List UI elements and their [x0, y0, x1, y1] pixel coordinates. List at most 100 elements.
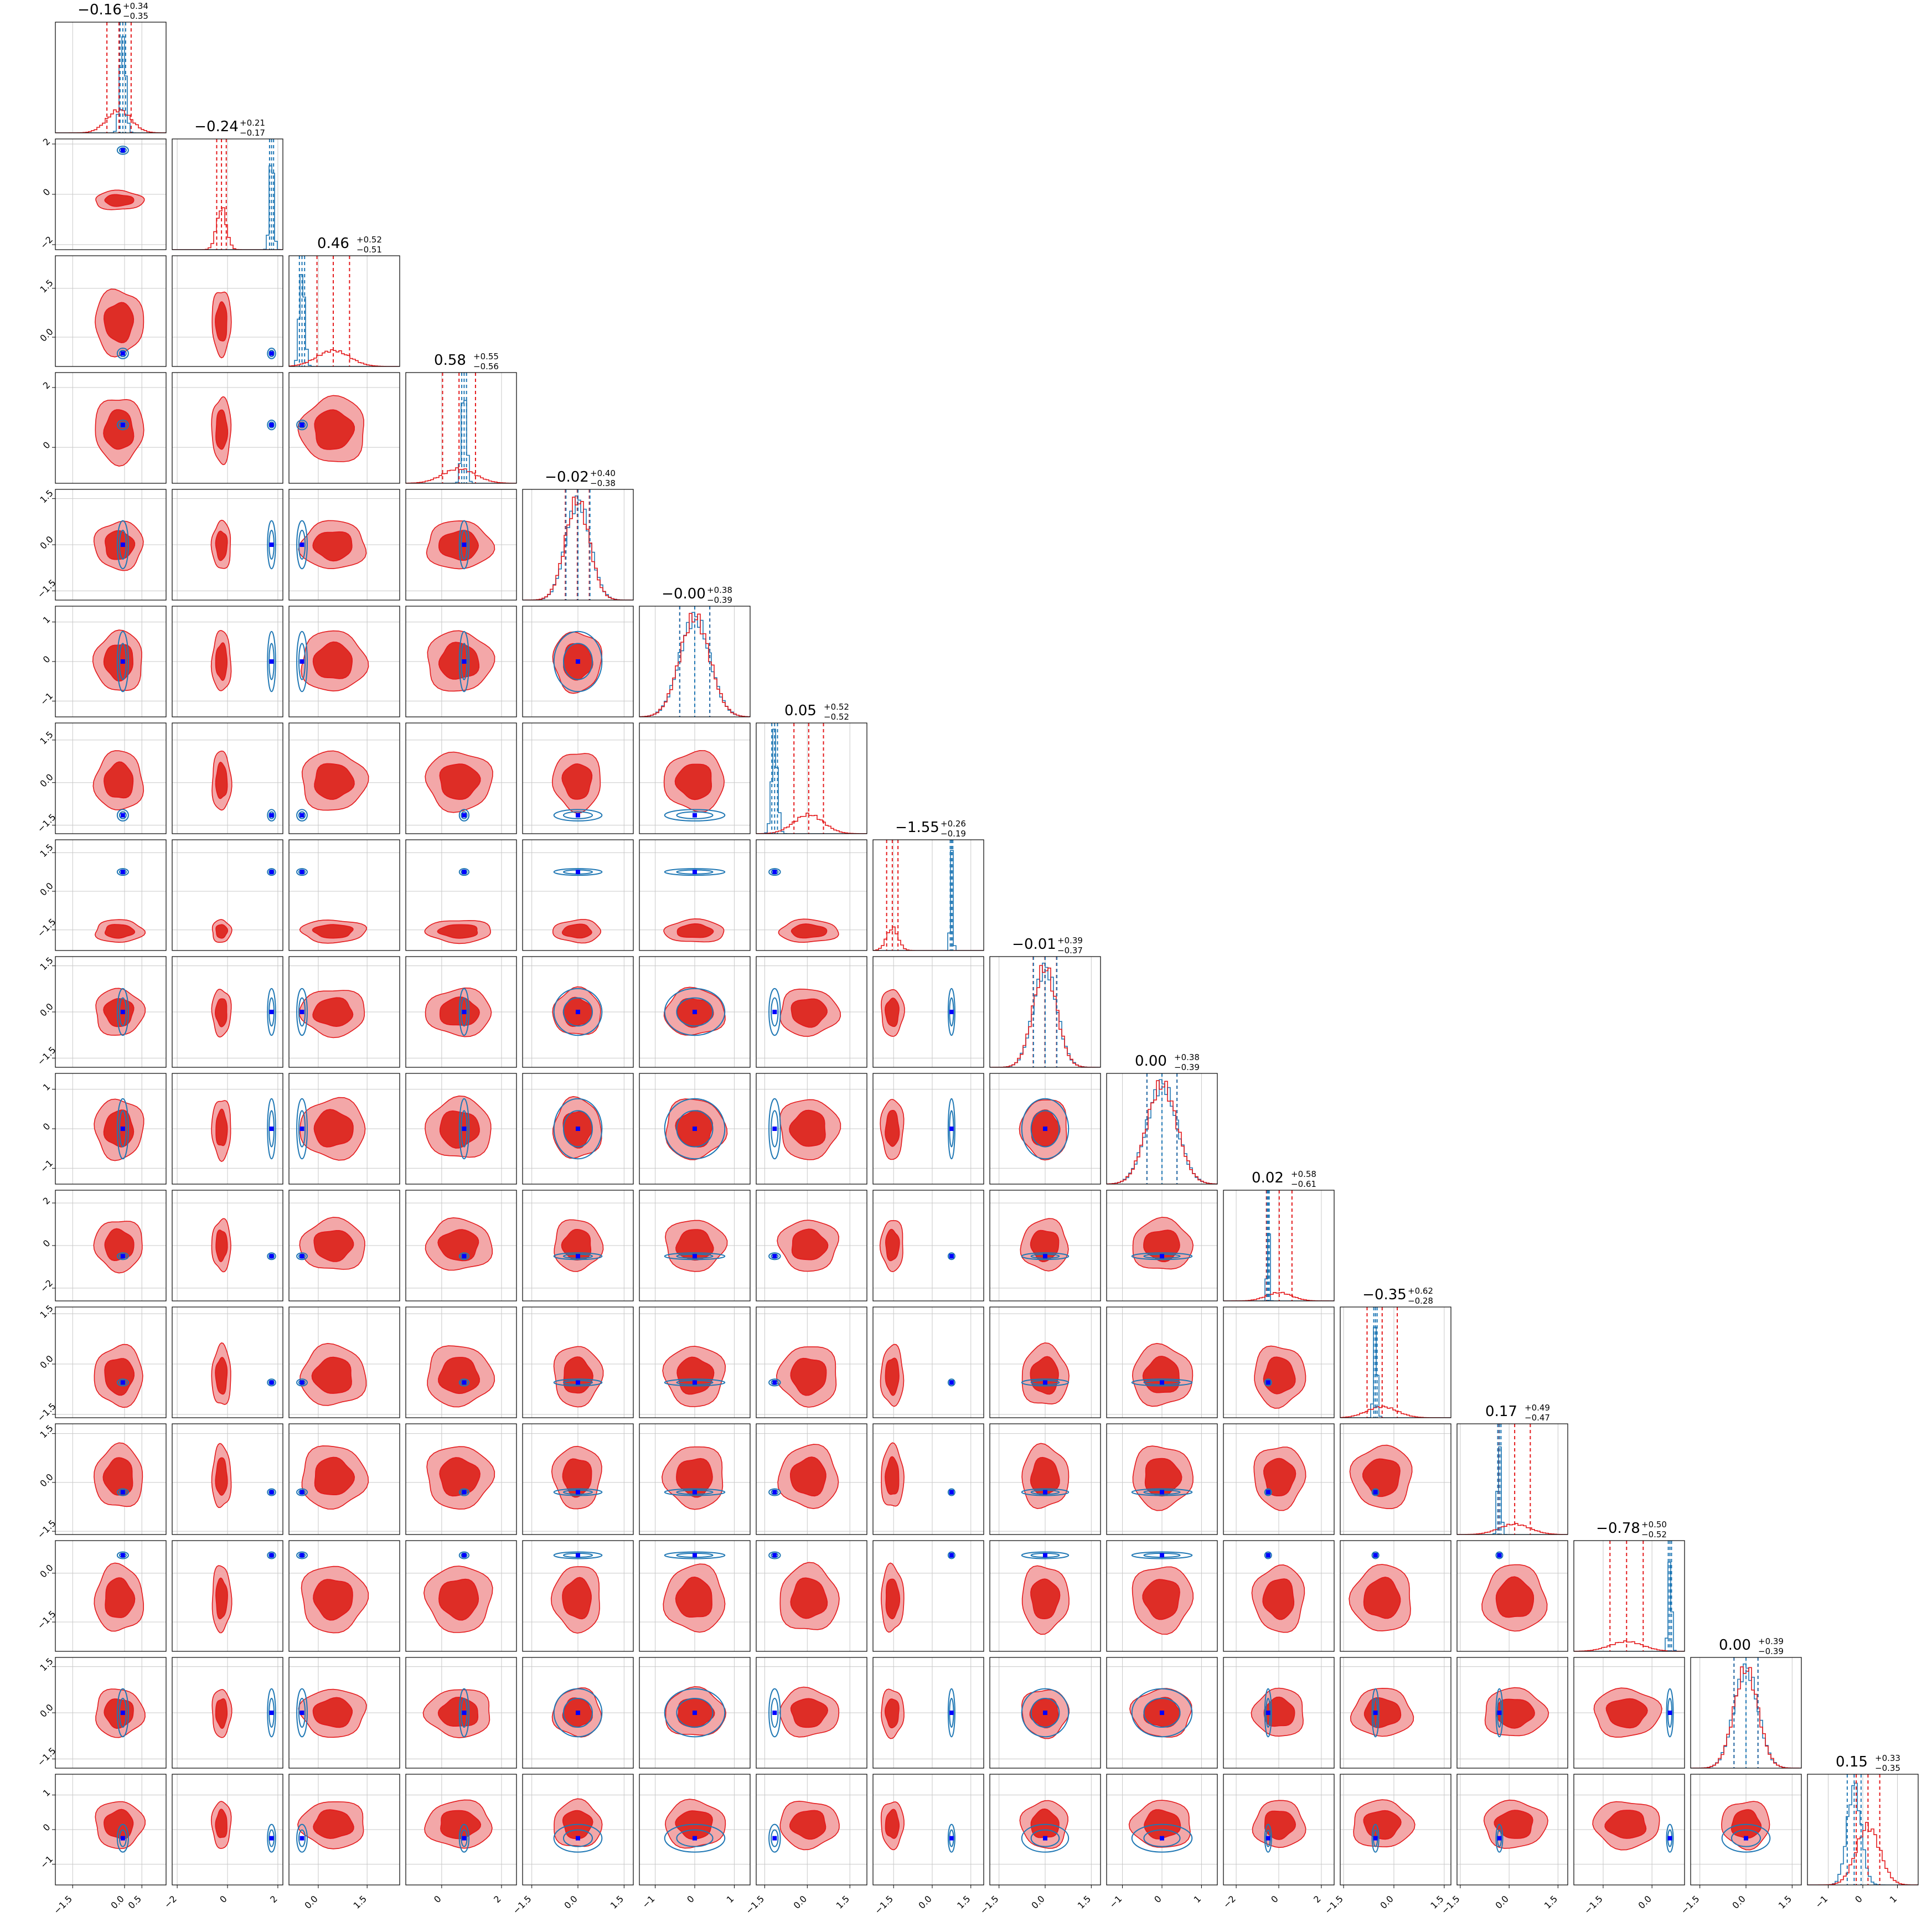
red-contour-inner — [215, 1108, 228, 1146]
panel-frame — [288, 372, 400, 484]
contour-panel-13-0: −1.5 0.0 — [35, 1540, 167, 1652]
truth-marker — [1373, 1836, 1378, 1841]
blue-contour-outer — [116, 348, 129, 359]
panel-content — [756, 1657, 867, 1768]
blue-contour-outer — [267, 1252, 276, 1261]
contour-panel-15-14: −1.5 0.0 1.5 — [1679, 1774, 1802, 1916]
panel-frame — [989, 956, 1101, 1068]
red-contour-inner — [312, 997, 354, 1027]
blue-contour-outer — [1021, 1488, 1070, 1496]
panel-content — [172, 1657, 283, 1768]
truth-marker — [462, 1553, 467, 1558]
red-contour-inner — [885, 1456, 900, 1495]
blue-contour-outer — [768, 1488, 781, 1496]
panel-content — [406, 606, 516, 717]
truth-marker — [120, 1010, 125, 1014]
red-contour-inner — [104, 194, 135, 207]
contour-panel-13-9 — [1106, 1540, 1218, 1652]
blue-contour-outer — [1495, 1688, 1504, 1738]
contour-panel-2-1 — [172, 255, 283, 367]
contour-panel-2-0: 0.0 1.5 — [38, 255, 167, 367]
blue-contour-outer — [458, 1823, 470, 1853]
panel-frame — [55, 1540, 167, 1652]
red-contour-inner — [789, 1109, 826, 1147]
panel-frame — [55, 839, 167, 951]
truth-marker — [269, 813, 274, 818]
blue-contour-outer — [1021, 1823, 1070, 1853]
panel-content — [289, 1424, 400, 1535]
blue-contour-outer — [664, 1688, 726, 1738]
panel-frame — [1223, 1657, 1335, 1769]
blue-contour-outer — [1131, 1488, 1193, 1496]
truth-marker — [299, 1553, 304, 1558]
truth-marker — [299, 1010, 304, 1014]
blue-contour-outer — [296, 1688, 308, 1738]
blue-contour-outer — [458, 809, 470, 822]
panel-frame — [1106, 1306, 1218, 1418]
blue-contour-outer — [947, 1488, 955, 1496]
truth-marker — [120, 1254, 125, 1259]
panel-content — [1691, 1774, 1801, 1885]
contour-panel-8-6 — [756, 956, 867, 1068]
panel-content — [406, 840, 516, 950]
contour-panel-15-9: −1 0 1 — [1106, 1774, 1218, 1910]
panel-content — [172, 1190, 283, 1301]
panel-title: −0.01 — [1012, 936, 1056, 953]
truth-marker — [1667, 1836, 1672, 1841]
blue-contour-outer — [1264, 1378, 1272, 1387]
panel-frame — [1340, 1774, 1451, 1885]
truth-marker — [462, 1711, 467, 1715]
blue-contour-inner — [771, 1110, 779, 1148]
x-tick-label: 0.0 — [1494, 1893, 1511, 1910]
x-tick-label: 1.5 — [352, 1893, 369, 1910]
panel-frame — [522, 722, 634, 834]
truth-marker — [1160, 1380, 1164, 1385]
truth-marker — [269, 1490, 274, 1495]
panel-content — [1223, 1657, 1334, 1768]
panel-frame — [405, 372, 517, 484]
blue-contour-inner — [118, 530, 127, 560]
truth-marker — [693, 1254, 697, 1259]
x-tick-label: 1.5 — [1776, 1893, 1794, 1910]
contour-panel-9-2 — [288, 1073, 400, 1185]
truth-marker — [120, 351, 125, 356]
title-minus: −0.28 — [1408, 1296, 1433, 1306]
red-contour-inner — [885, 1357, 900, 1396]
blue-contour-inner — [118, 811, 127, 819]
truth-marker — [120, 543, 125, 547]
blue-contour-outer — [1371, 1488, 1380, 1496]
red-contour-inner — [439, 763, 481, 800]
blue-contour-outer — [768, 1378, 781, 1387]
x-tick-label: 0.0 — [1378, 1893, 1395, 1910]
blue-contour-outer — [267, 520, 276, 570]
truth-marker — [949, 1010, 954, 1014]
panel-frame — [405, 1073, 517, 1185]
x-tick-label: 0 — [1269, 1893, 1280, 1905]
blue-contour-outer — [947, 1252, 955, 1261]
contour-panel-7-1 — [172, 839, 283, 951]
contour-panel-15-4: −1.5 0.0 1.5 — [511, 1774, 634, 1916]
panel-frame — [172, 606, 283, 717]
contour-panel-13-10 — [1223, 1540, 1335, 1652]
blue-histogram — [55, 36, 166, 133]
panel-content — [406, 723, 516, 834]
title-minus: −0.39 — [707, 595, 732, 605]
red-contour-inner — [311, 1356, 352, 1394]
panel-content — [1223, 1190, 1334, 1301]
contour-panel-10-7 — [872, 1190, 984, 1301]
contour-panel-10-0: −2 0 2 — [38, 1190, 167, 1301]
truth-marker — [1497, 1836, 1502, 1841]
red-contour-inner — [561, 763, 593, 800]
blue-contour-outer — [458, 1252, 470, 1261]
blue-contour-outer — [116, 419, 129, 431]
panel-content — [55, 1073, 166, 1184]
panel-frame — [639, 1423, 751, 1535]
panel-content — [55, 489, 166, 600]
contour-panel-8-7 — [872, 956, 984, 1068]
x-tick-label: 2 — [1311, 1893, 1323, 1905]
blue-contour-inner — [298, 1698, 306, 1728]
y-tick-label: 0.0 — [38, 534, 55, 551]
blue-contour-inner — [563, 997, 593, 1027]
blue-contour-inner — [461, 643, 468, 680]
panel-frame — [989, 1657, 1101, 1769]
